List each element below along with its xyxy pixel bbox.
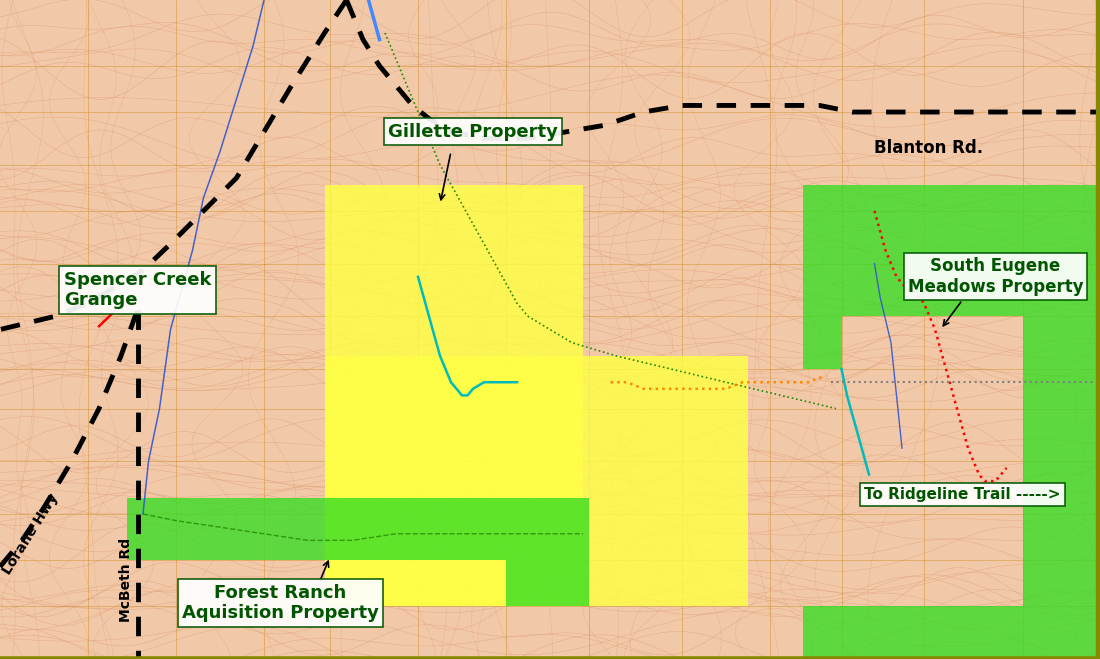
Polygon shape [126, 498, 588, 606]
Polygon shape [803, 185, 1100, 659]
Text: South Eugene
Meadows Property: South Eugene Meadows Property [908, 258, 1084, 296]
Bar [324, 356, 748, 606]
Text: Spencer Creek
Grange: Spencer Creek Grange [64, 271, 211, 309]
Text: Forest Ranch
Aquisition Property: Forest Ranch Aquisition Property [183, 584, 378, 622]
Text: Lorane Hwy: Lorane Hwy [0, 491, 62, 577]
Text: Blanton Rd.: Blanton Rd. [874, 139, 983, 158]
Text: To Ridgeline Trail ----->: To Ridgeline Trail -----> [865, 487, 1060, 501]
Text: McBeth Rd: McBeth Rd [120, 538, 133, 622]
Text: Gillette Property: Gillette Property [388, 123, 558, 141]
Bar [324, 185, 583, 606]
